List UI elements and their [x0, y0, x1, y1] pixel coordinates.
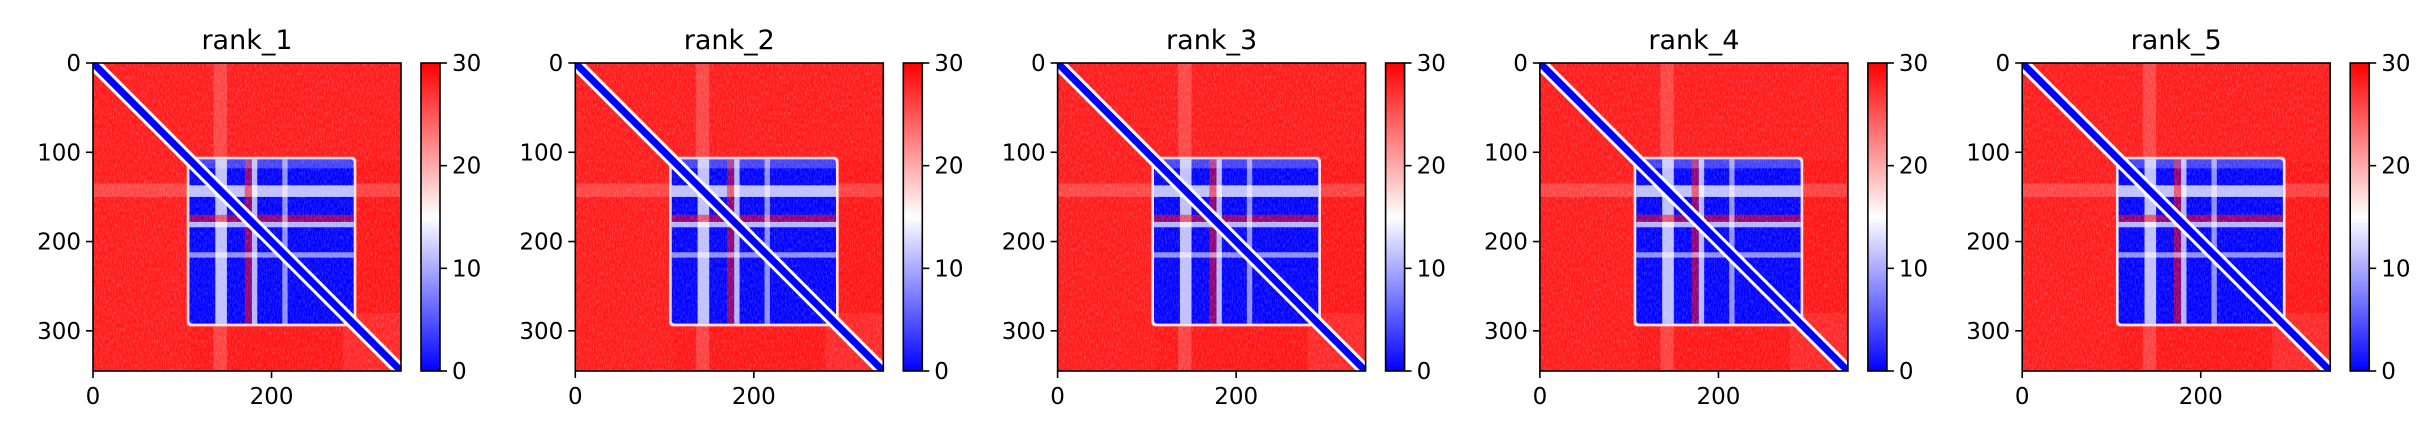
x-tick-label: 200 [2179, 384, 2223, 410]
y-tick-label: 200 [1484, 230, 1528, 256]
y-tick-label: 100 [1484, 140, 1528, 166]
colorbar [903, 63, 923, 371]
colorbar-frame [1867, 62, 1888, 372]
x-tick-label: 0 [1050, 384, 1065, 410]
panel-title: rank_2 [684, 25, 775, 56]
colorbar-tick-label: 30 [1417, 51, 1446, 77]
axes-frame [92, 62, 402, 372]
y-tick-label: 100 [1966, 140, 2010, 166]
colorbar-frame [420, 62, 441, 372]
y-tick-label: 300 [1966, 319, 2010, 345]
colorbar-tick-label: 10 [2381, 256, 2410, 282]
colorbar-tick-label: 10 [452, 256, 481, 282]
colorbar-tick-label: 10 [934, 256, 963, 282]
colorbar-tick-label: 20 [1899, 154, 1928, 180]
panel-title: rank_1 [201, 25, 292, 56]
y-tick-label: 100 [37, 140, 81, 166]
colorbar-tick-label: 30 [2381, 51, 2410, 77]
colorbar [1867, 63, 1887, 371]
colorbar-frame [2349, 62, 2370, 372]
colorbar-tick-label: 0 [1899, 359, 1914, 385]
x-tick-label: 0 [568, 384, 583, 410]
colorbar-tick-label: 0 [452, 359, 467, 385]
panel-title: rank_5 [2131, 25, 2222, 56]
heatmap-image [575, 63, 884, 371]
x-tick-label: 0 [2015, 384, 2030, 410]
heatmap-image [2022, 63, 2331, 371]
x-tick-label: 0 [1533, 384, 1548, 410]
y-tick-label: 0 [1031, 51, 1046, 77]
y-tick-label: 200 [1002, 230, 1046, 256]
colorbar [2350, 63, 2370, 371]
colorbar-tick-label: 10 [1417, 256, 1446, 282]
colorbar-tick-label: 30 [1899, 51, 1928, 77]
panel-rank-2: rank_2 0 200 0 100 200 300 0 10 20 30 [519, 25, 963, 410]
colorbar-frame [1384, 62, 1406, 372]
colorbar-tick-label: 30 [934, 51, 963, 77]
y-tick-label: 200 [1966, 230, 2010, 256]
colorbar-tick-label: 20 [2381, 154, 2410, 180]
panel-rank-1: rank_1 0 200 0 100 200 300 0 10 20 30 [37, 25, 481, 410]
colorbar-tick-label: 10 [1899, 256, 1928, 282]
y-tick-label: 200 [519, 230, 563, 256]
colorbar [1385, 63, 1405, 371]
x-tick-label: 200 [1214, 384, 1258, 410]
y-tick-label: 200 [37, 230, 81, 256]
panel-rank-3: rank_3 0 200 0 100 200 300 0 10 20 30 [1002, 25, 1446, 410]
y-tick-label: 300 [37, 319, 81, 345]
panel-title: rank_3 [1166, 25, 1257, 56]
colorbar-tick-label: 0 [934, 359, 949, 385]
heatmap-image [1057, 63, 1366, 371]
colorbar-tick-label: 20 [452, 154, 481, 180]
y-tick-label: 0 [1996, 51, 2011, 77]
x-tick-label: 0 [86, 384, 101, 410]
colorbar-frame [902, 62, 924, 372]
axes-frame [1056, 62, 1367, 372]
panel-rank-5: rank_5 0 200 0 100 200 300 0 10 20 30 [1966, 25, 2410, 410]
y-tick-label: 100 [519, 140, 563, 166]
y-tick-label: 0 [549, 51, 564, 77]
heatmap-image [1539, 63, 1848, 371]
colorbar-tick-label: 20 [934, 154, 963, 180]
y-tick-label: 300 [1484, 319, 1528, 345]
x-tick-label: 200 [250, 384, 294, 410]
colorbar-tick-label: 0 [1417, 359, 1432, 385]
x-tick-label: 200 [1696, 384, 1740, 410]
panel-title: rank_4 [1648, 25, 1739, 56]
x-tick-label: 200 [732, 384, 776, 410]
y-tick-label: 0 [1513, 51, 1528, 77]
heatmap-image [93, 63, 401, 371]
colorbar-tick-label: 20 [1417, 154, 1446, 180]
colorbar [421, 63, 440, 371]
axes-frame [2021, 62, 2331, 372]
y-tick-label: 300 [1002, 319, 1046, 345]
y-tick-label: 100 [1002, 140, 1046, 166]
colorbar-tick-label: 30 [452, 51, 481, 77]
y-tick-label: 0 [66, 51, 81, 77]
colorbar-tick-label: 0 [2381, 359, 2396, 385]
axes-frame [574, 62, 885, 372]
axes-frame [1539, 62, 1849, 372]
panel-rank-4: rank_4 0 200 0 100 200 300 0 10 20 30 [1484, 25, 1928, 410]
y-tick-label: 300 [519, 319, 563, 345]
